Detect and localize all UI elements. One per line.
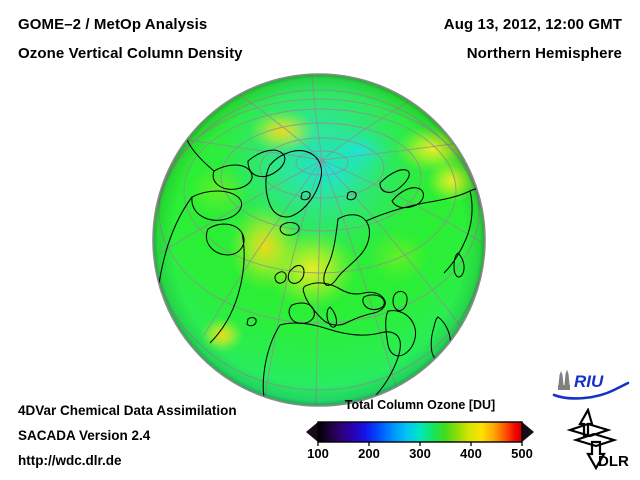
colorbar-tick-label: 300 xyxy=(409,446,431,461)
ozone-globe-map xyxy=(152,73,486,407)
globe-field xyxy=(153,74,485,406)
riu-logo: RIU xyxy=(552,368,632,402)
globe-limb-shading xyxy=(153,74,485,406)
page-subtitle: Ozone Vertical Column Density xyxy=(18,45,243,62)
timestamp-label: Aug 13, 2012, 12:00 GMT xyxy=(443,16,622,33)
riu-swoosh-icon xyxy=(552,381,630,400)
riu-logo-svg: RIU xyxy=(552,369,630,400)
colorbar-tick-label: 400 xyxy=(460,446,482,461)
header-row-secondary: Ozone Vertical Column Density Northern H… xyxy=(18,45,622,67)
colorbar-tick-label: 500 xyxy=(511,446,533,461)
globe-svg xyxy=(152,73,486,407)
colorbar-tickmarks xyxy=(317,442,523,446)
header-row-primary: GOME–2 / MetOp Analysis Aug 13, 2012, 12… xyxy=(18,16,622,38)
colorbar-tick-label: 200 xyxy=(358,446,380,461)
riu-wordmark: RIU xyxy=(574,372,604,391)
header: GOME–2 / MetOp Analysis Aug 13, 2012, 12… xyxy=(0,0,640,78)
dlr-mark-icon xyxy=(566,407,618,471)
credit-line-url: http://wdc.dlr.de xyxy=(18,453,122,468)
hemisphere-label: Northern Hemisphere xyxy=(466,45,622,62)
footer-credits: 4DVar Chemical Data Assimilation SACADA … xyxy=(18,398,298,473)
colorbar-gradient xyxy=(306,421,534,446)
credit-line-method: 4DVar Chemical Data Assimilation xyxy=(18,403,237,418)
credit-line-version: SACADA Version 2.4 xyxy=(18,428,151,443)
dlr-logo-svg: DLR xyxy=(566,407,629,471)
colorbar: Total Column Ozone [DU] 100 200 300 400 500 xyxy=(300,398,540,478)
colorbar-bar xyxy=(318,422,522,442)
colorbar-tick-label: 100 xyxy=(307,446,329,461)
colorbar-cap-high xyxy=(522,422,534,442)
colorbar-tick-labels: 100 200 300 400 500 xyxy=(300,446,540,466)
cathedral-icon xyxy=(558,369,570,390)
globe-outline xyxy=(152,73,486,407)
colorbar-cap-low xyxy=(306,422,318,442)
colorbar-title: Total Column Ozone [DU] xyxy=(344,398,496,412)
dlr-wordmark: DLR xyxy=(598,453,629,470)
page-title: GOME–2 / MetOp Analysis xyxy=(18,16,208,33)
dlr-logo: DLR xyxy=(562,407,632,471)
